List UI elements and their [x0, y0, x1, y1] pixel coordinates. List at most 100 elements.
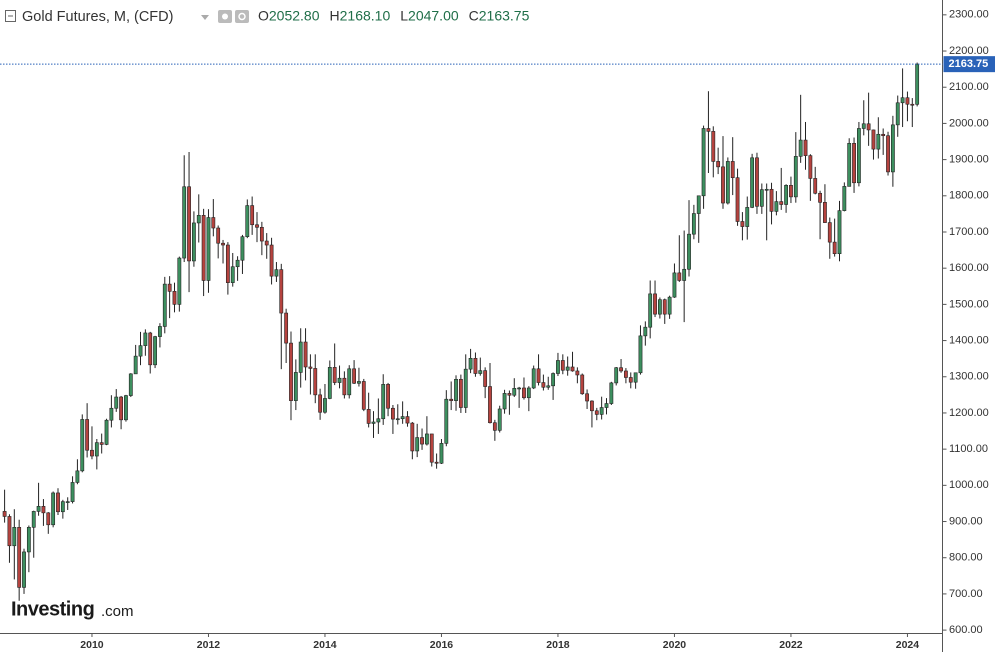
candle-body — [798, 139, 803, 157]
readout-value: 2168.10 — [340, 8, 391, 24]
candle-body — [687, 233, 691, 270]
candle-body — [638, 335, 643, 374]
candle-body — [662, 299, 667, 315]
watermark-domain: .com — [101, 603, 134, 620]
candle-body — [366, 409, 371, 424]
candle-body — [599, 407, 604, 415]
candle-body — [386, 384, 390, 409]
candle-body — [556, 360, 560, 374]
candle-body — [7, 516, 12, 547]
candle-body — [653, 293, 657, 315]
candle-body — [624, 370, 628, 378]
candle-body — [41, 506, 46, 514]
candle-body — [284, 312, 289, 344]
x-tick-label: 2020 — [663, 639, 687, 651]
y-tick-label: 800.00 — [949, 552, 983, 564]
candle-body — [124, 395, 128, 421]
candle-body — [31, 511, 36, 528]
candle-body — [536, 368, 541, 383]
y-tick-label: 1200.00 — [949, 407, 989, 419]
candle-body — [818, 192, 822, 203]
candle-body — [648, 293, 653, 328]
candle-body — [604, 403, 609, 408]
candle-body — [706, 128, 711, 132]
candle-body — [803, 139, 808, 156]
candle-body — [259, 226, 264, 242]
candle-body — [478, 370, 483, 374]
y-tick-label: 2100.00 — [949, 81, 989, 93]
candle-body — [701, 128, 706, 197]
candle-body — [517, 387, 522, 390]
candle-body — [361, 381, 366, 410]
readout-value: 2163.75 — [479, 8, 530, 24]
candle-body — [289, 342, 293, 401]
candle-body — [677, 272, 682, 281]
candle-body — [410, 422, 415, 452]
candle-body — [823, 202, 827, 223]
candle-body — [206, 217, 211, 281]
candle-body — [895, 102, 900, 126]
ohlc-readout: O 2052.80 H 2168.10 L 2047.00 C 2163.75 — [258, 8, 530, 24]
x-tick-label: 2018 — [546, 639, 570, 651]
candle-body — [133, 355, 138, 375]
candle-body — [230, 266, 235, 283]
x-tick-label: 2022 — [779, 639, 803, 651]
candle-body — [682, 268, 687, 281]
candle-body — [847, 143, 852, 187]
candle-body — [774, 201, 779, 212]
dropdown-arrow[interactable] — [201, 15, 209, 20]
candle-body — [298, 341, 303, 373]
candle-body — [211, 217, 216, 229]
candle-body — [313, 368, 318, 396]
candle-body — [255, 224, 259, 228]
candle-body — [104, 419, 109, 445]
candle-body — [793, 156, 798, 198]
readout-value: 2052.80 — [269, 8, 320, 24]
candle-body — [531, 368, 536, 389]
last-price-label: 2163.75 — [949, 58, 989, 70]
watermark-brand: Investing — [11, 598, 94, 620]
header: Gold Futures, M, (CFD) O 2052.80 H 2168.10 L… — [5, 8, 530, 25]
candle-body — [308, 366, 313, 369]
y-tick-label: 2300.00 — [949, 9, 989, 21]
candle-body — [837, 210, 842, 255]
candle-body — [347, 368, 352, 396]
candle-body — [216, 227, 221, 244]
candle-body — [395, 418, 400, 421]
chart-title: Gold Futures, M, (CFD) — [22, 9, 173, 25]
candle-body — [434, 461, 439, 464]
candle-body — [94, 442, 99, 457]
candle-body — [628, 377, 633, 383]
candle-body — [225, 244, 230, 283]
x-tick-label: 2016 — [430, 639, 454, 651]
candle-body — [827, 222, 832, 243]
candle-body — [565, 366, 570, 371]
candle-body — [716, 161, 721, 168]
candle-body — [201, 215, 206, 281]
candle-body — [439, 443, 444, 464]
y-tick-label: 1300.00 — [949, 371, 989, 383]
candle-body — [857, 128, 861, 184]
candle-body — [26, 527, 31, 553]
candle-body — [429, 433, 434, 463]
candle-body — [488, 386, 492, 424]
candle-body — [789, 185, 793, 198]
settings-icon[interactable] — [235, 10, 249, 23]
candle-body — [463, 368, 468, 408]
candle-body — [357, 381, 361, 384]
candle-body — [400, 416, 405, 420]
candle-body — [541, 382, 546, 388]
settings-icon-gear — [238, 12, 246, 21]
y-tick-label: 1500.00 — [949, 298, 989, 310]
candle-body — [192, 222, 196, 262]
candle-body — [866, 123, 871, 131]
candle-body — [318, 394, 323, 413]
candle-body — [657, 299, 662, 315]
candle-body — [138, 345, 143, 357]
candle-body — [609, 382, 614, 404]
candle-body — [371, 421, 376, 424]
candle-body — [886, 135, 890, 173]
candle-body — [148, 332, 153, 366]
candle-body — [526, 387, 531, 399]
